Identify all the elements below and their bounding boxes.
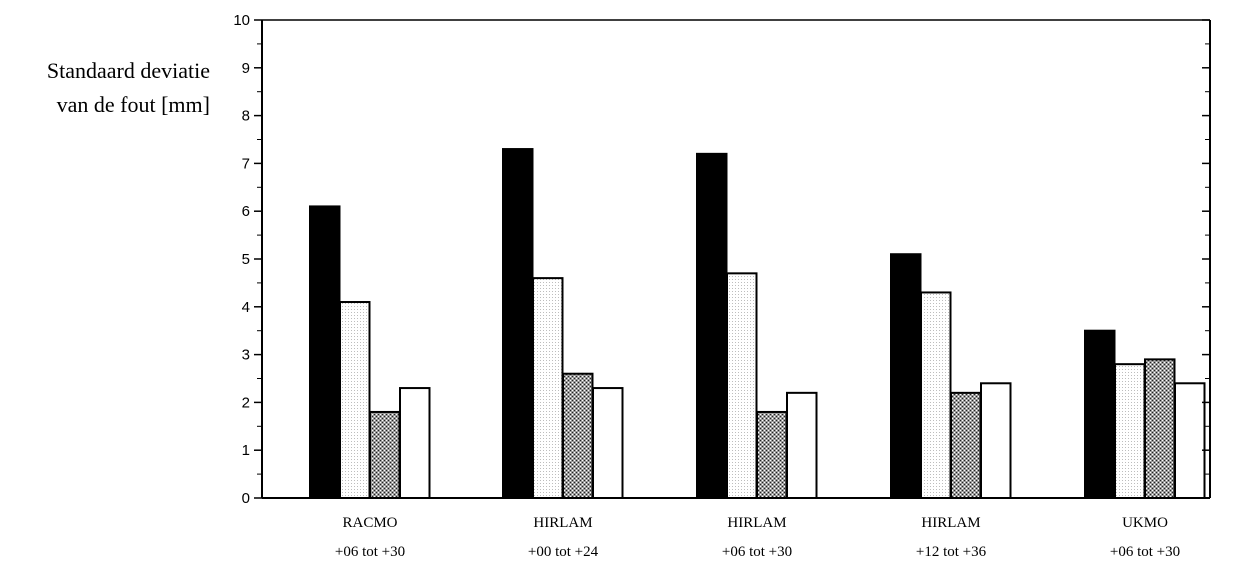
bar-crosshatch-gray — [369, 410, 401, 499]
bar-crosshatch-gray — [1144, 358, 1176, 499]
y-axis-label-line-1: Standaard deviatie — [46, 58, 210, 83]
y-tick-label: 0 — [242, 490, 250, 507]
bar-crosshatch-gray — [562, 372, 594, 499]
bar-dotted-white — [339, 301, 371, 499]
bar-dotted-white — [726, 272, 758, 499]
bar-black — [696, 152, 728, 499]
y-tick-label: 8 — [242, 108, 250, 125]
x-category-range-label: +06 tot +30 — [335, 544, 405, 560]
x-category-label: HIRLAM — [533, 515, 592, 531]
x-category-label: RACMO — [342, 515, 397, 531]
bar-white — [786, 391, 818, 499]
x-category-range-label: +06 tot +30 — [722, 544, 792, 560]
bar-white — [399, 387, 431, 499]
bar-white — [1174, 382, 1206, 499]
y-tick-label: 2 — [242, 394, 250, 411]
y-tick-label: 5 — [242, 251, 250, 268]
x-category-range-label: +00 tot +24 — [528, 544, 599, 560]
x-category-range-label: +12 tot +36 — [916, 544, 987, 560]
y-tick-label: 9 — [242, 60, 250, 77]
bar-black — [309, 205, 341, 499]
bar-black — [502, 148, 534, 499]
y-tick-label: 6 — [242, 203, 250, 220]
y-axis-label-line-2: van de fout [mm] — [56, 92, 210, 117]
y-tick-label: 3 — [242, 347, 250, 364]
bar-dotted-white — [920, 291, 952, 499]
x-category-label: HIRLAM — [921, 515, 980, 531]
bar-dotted-white — [532, 277, 564, 499]
bar-dotted-white — [1114, 363, 1146, 499]
bar-crosshatch-gray — [756, 410, 788, 499]
x-category-label: HIRLAM — [727, 515, 786, 531]
bar-black — [1084, 329, 1116, 500]
bar-crosshatch-gray — [950, 391, 982, 499]
x-category-range-label: +06 tot +30 — [1110, 544, 1180, 560]
x-category-label: UKMO — [1122, 515, 1168, 531]
bar-white — [980, 382, 1012, 499]
y-tick-label: 1 — [242, 442, 250, 459]
y-tick-label: 10 — [233, 12, 250, 29]
bar-black — [890, 253, 922, 499]
bar-white — [592, 387, 624, 499]
y-tick-label: 7 — [242, 155, 250, 172]
y-tick-label: 4 — [242, 299, 250, 316]
